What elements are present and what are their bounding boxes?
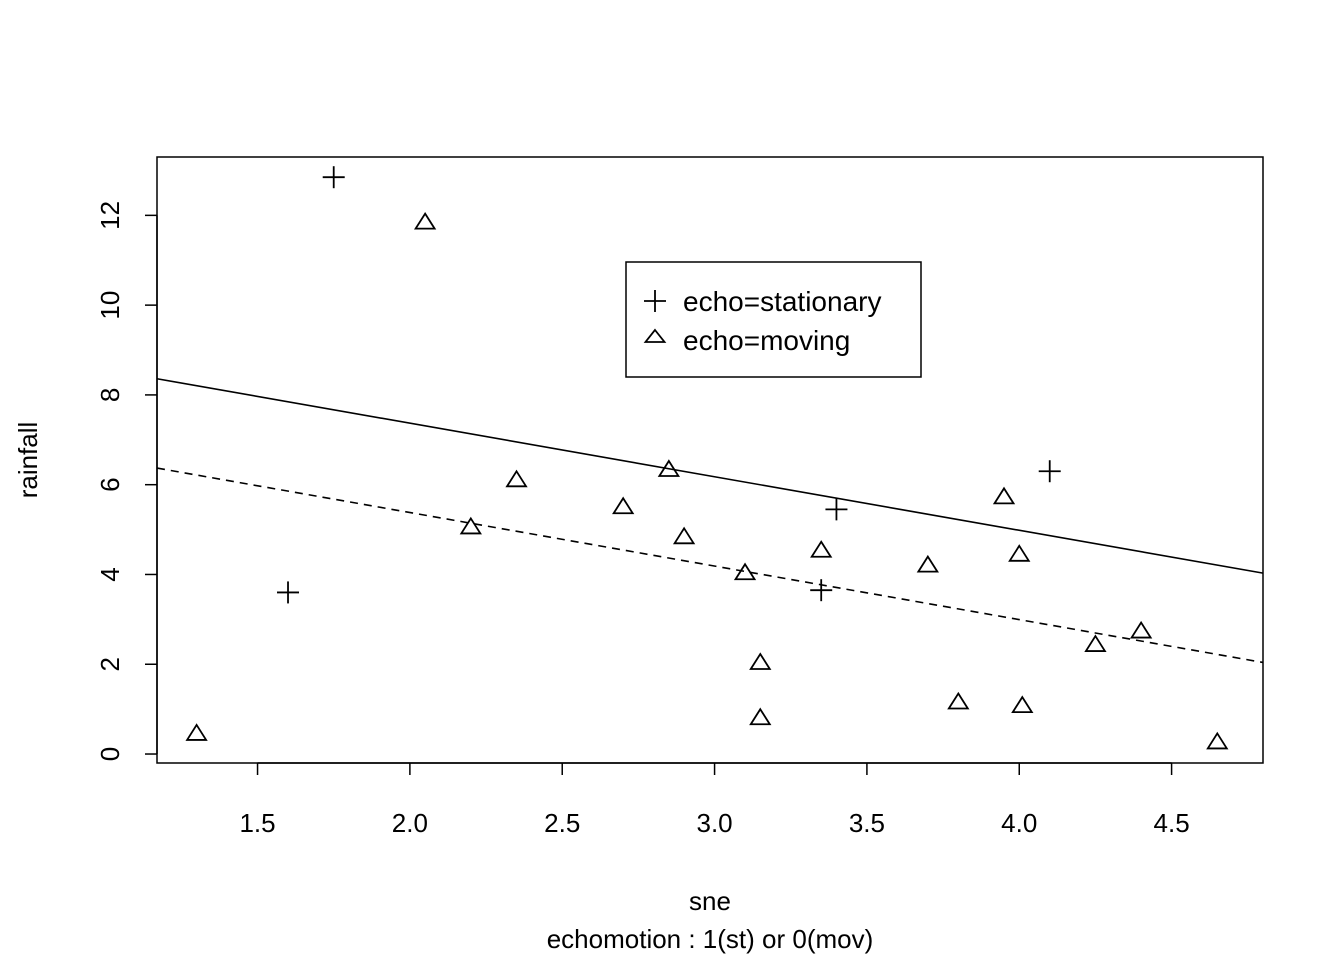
x-axis: 1.5 2.0 2.5 3.0 3.5 4.0 4.5: [239, 762, 1190, 838]
plus-point: [810, 579, 833, 602]
triangle-point: [1011, 695, 1034, 713]
y-tick-label: 8: [95, 388, 125, 402]
x-tick-label: 3.5: [849, 808, 885, 838]
triangle-point: [749, 707, 772, 726]
x-axis-label: sne: [689, 886, 731, 916]
legend-box: [625, 261, 922, 378]
triangle-point: [459, 516, 482, 535]
triangle-point: [505, 469, 528, 488]
legend-triangle-icon: [643, 328, 667, 343]
plus-point: [322, 166, 345, 189]
plus-point: [277, 581, 300, 604]
fit-lines: [156, 377, 1264, 664]
x-tick-label: 1.5: [239, 808, 275, 838]
y-tick-label: 4: [95, 567, 125, 581]
fit-line-stationary: [156, 377, 1264, 574]
y-axis-label: rainfall: [13, 422, 43, 499]
x-tick-label: 2.0: [392, 808, 428, 838]
legend-label-moving: echo=moving: [683, 325, 850, 356]
y-tick-label: 12: [95, 201, 125, 230]
triangle-point: [947, 691, 970, 710]
plus-point: [825, 498, 848, 521]
x-tick-label: 4.0: [1001, 808, 1037, 838]
triangle-point: [1084, 634, 1107, 652]
x-tick-label: 4.5: [1154, 808, 1190, 838]
triangle-point: [749, 652, 772, 670]
triangle-point: [657, 459, 681, 477]
triangle-point: [612, 496, 635, 515]
data-points: [185, 166, 1229, 750]
triangle-point: [810, 540, 833, 558]
x-axis-sublabel: echomotion : 1(st) or 0(mov): [547, 924, 874, 954]
legend-label-stationary: echo=stationary: [683, 286, 881, 317]
y-tick-label: 6: [95, 477, 125, 491]
y-tick-label: 2: [95, 657, 125, 671]
triangle-point: [1129, 620, 1153, 639]
triangle-point: [916, 554, 939, 573]
triangle-point: [992, 486, 1016, 505]
legend: echo=stationary echo=moving: [625, 261, 922, 378]
triangle-point: [413, 211, 437, 230]
legend-plus-icon: [644, 290, 666, 312]
plus-point: [1038, 460, 1061, 483]
triangle-point: [733, 562, 757, 581]
y-tick-label: 10: [95, 291, 125, 320]
plot-frame: [156, 156, 1264, 764]
triangle-point: [672, 526, 696, 545]
triangle-point: [1206, 731, 1229, 750]
triangle-point: [1008, 544, 1031, 562]
fit-line-moving: [156, 467, 1264, 664]
y-tick-label: 0: [95, 747, 125, 761]
y-axis: 0 2 4 6 8 10 12: [95, 201, 158, 761]
x-tick-label: 2.5: [544, 808, 580, 838]
x-tick-label: 3.0: [696, 808, 732, 838]
triangle-point: [185, 723, 208, 741]
